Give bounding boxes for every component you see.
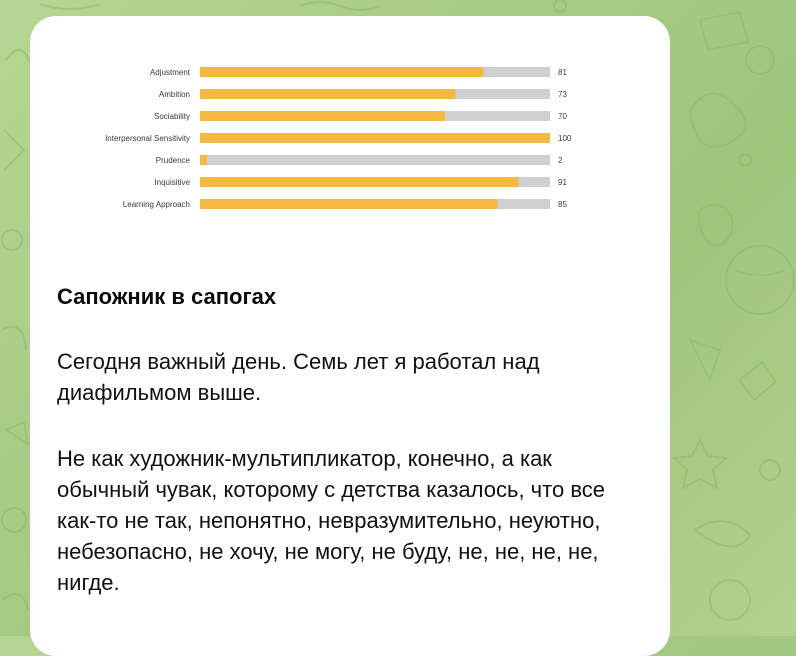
message-paragraph-1: Сегодня важный день. Семь лет я работал …	[57, 349, 540, 405]
category-label: Prudence	[156, 156, 191, 165]
category-label: Learning Approach	[123, 200, 190, 209]
category-label: Ambition	[159, 90, 190, 99]
value-label: 81	[558, 68, 567, 77]
category-label: Inquisitive	[154, 178, 190, 187]
category-label: Sociability	[154, 112, 190, 121]
bar-interpersonal-sensitivity	[200, 133, 550, 143]
bar-learning-approach	[200, 199, 498, 209]
value-label: 85	[558, 200, 567, 209]
value-label: 91	[558, 178, 567, 187]
value-label: 2	[558, 156, 563, 165]
message-title: Сапожник в сапогах	[57, 284, 277, 309]
message-bubble: Adjustment 81 Ambition 73 Sociability 70 Inter…	[30, 16, 670, 656]
bar-prudence	[200, 155, 207, 165]
trait-bar-chart: Adjustment 81 Ambition 73 Sociability 70 Inter…	[105, 67, 572, 209]
value-label: 100	[558, 134, 572, 143]
value-label: 70	[558, 112, 567, 121]
value-label: 73	[558, 90, 567, 99]
category-label: Adjustment	[150, 68, 191, 77]
bar-adjustment	[200, 67, 484, 77]
category-label: Interpersonal Sensitivity	[105, 134, 190, 143]
bar-sociability	[200, 111, 445, 121]
bar-track	[200, 155, 550, 165]
message-paragraph-2: Не как художник-мультипликатор, конечно,…	[57, 446, 605, 595]
chat-wallpaper-doodles	[1, 0, 795, 621]
bar-inquisitive	[200, 177, 519, 187]
bar-ambition	[200, 89, 456, 99]
